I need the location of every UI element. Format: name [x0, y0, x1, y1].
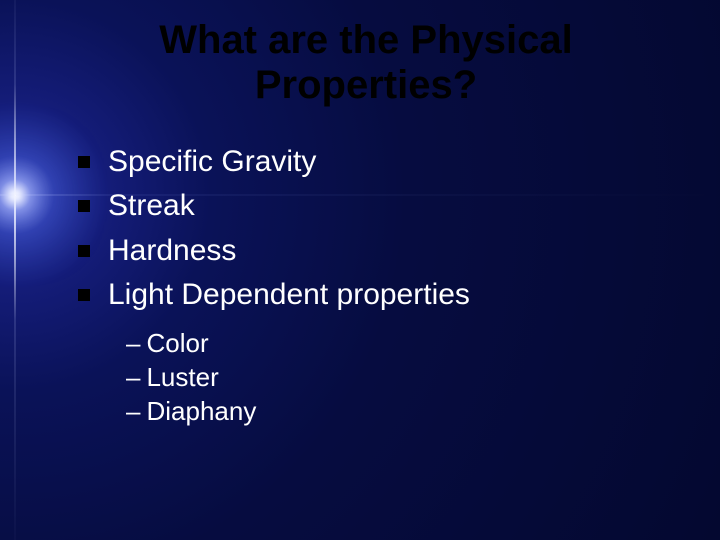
slide-title: What are the Physical Properties?	[60, 18, 672, 108]
list-item: Streak	[78, 186, 672, 227]
sub-bullet-text: Luster	[146, 362, 218, 392]
list-item: –Diaphany	[126, 394, 672, 428]
bullet-text: Specific Gravity	[108, 142, 316, 183]
bullet-list: Specific Gravity Streak Hardness Light D…	[78, 142, 672, 316]
list-item: Hardness	[78, 231, 672, 272]
title-line-1: What are the Physical	[159, 18, 572, 62]
dash-bullet-icon: –	[126, 362, 140, 392]
dash-bullet-icon: –	[126, 328, 140, 358]
sub-bullet-text: Diaphany	[146, 396, 256, 426]
list-item: Light Dependent properties	[78, 275, 672, 316]
list-item: Specific Gravity	[78, 142, 672, 183]
bullet-text: Light Dependent properties	[108, 275, 470, 316]
list-item: –Color	[126, 326, 672, 360]
sub-bullet-text: Color	[146, 328, 208, 358]
bullet-text: Hardness	[108, 231, 236, 272]
sub-bullet-list: –Color –Luster –Diaphany	[126, 326, 672, 429]
square-bullet-icon	[78, 289, 90, 301]
slide-content: What are the Physical Properties? Specif…	[0, 0, 720, 540]
square-bullet-icon	[78, 245, 90, 257]
bullet-text: Streak	[108, 186, 195, 227]
list-item: –Luster	[126, 360, 672, 394]
title-line-2: Properties?	[255, 63, 477, 107]
square-bullet-icon	[78, 156, 90, 168]
dash-bullet-icon: –	[126, 396, 140, 426]
square-bullet-icon	[78, 200, 90, 212]
